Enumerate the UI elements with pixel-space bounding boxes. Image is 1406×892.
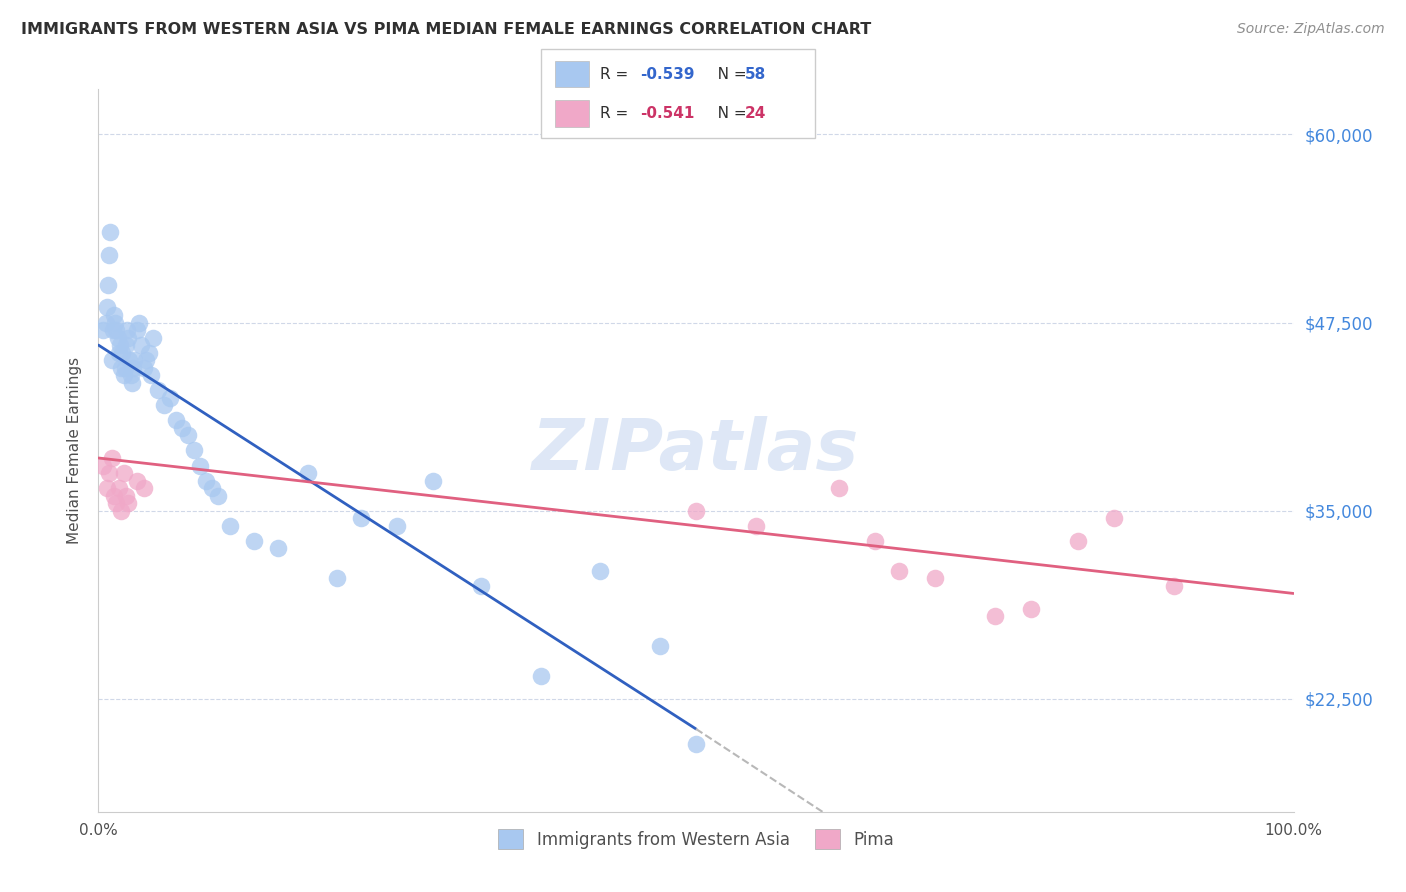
Point	[326, 571, 349, 585]
Point	[350, 511, 373, 525]
Point	[111, 345, 134, 359]
Point	[219, 518, 242, 533]
Point	[115, 323, 138, 337]
Point	[118, 353, 141, 368]
Point	[103, 489, 125, 503]
Point	[125, 474, 148, 488]
Point	[745, 518, 768, 533]
Point	[385, 518, 409, 533]
Point	[131, 338, 153, 352]
Point	[984, 609, 1007, 624]
Text: 24: 24	[745, 106, 766, 120]
Point	[100, 353, 122, 368]
Point	[207, 489, 229, 503]
Point	[132, 481, 155, 495]
Point	[172, 421, 194, 435]
Text: 58: 58	[745, 67, 766, 81]
Point	[108, 338, 131, 352]
Point	[115, 338, 138, 352]
Point	[120, 368, 142, 383]
Point	[94, 316, 117, 330]
Point	[201, 481, 224, 495]
Point	[114, 360, 136, 375]
Point	[128, 316, 150, 330]
Point	[121, 376, 143, 390]
Point	[1104, 511, 1126, 525]
Point	[159, 391, 181, 405]
Point	[165, 413, 187, 427]
Point	[135, 353, 157, 368]
Point	[139, 368, 162, 383]
Point	[648, 639, 672, 653]
Point	[685, 503, 707, 517]
Text: Source: ZipAtlas.com: Source: ZipAtlas.com	[1237, 22, 1385, 37]
Point	[105, 323, 128, 337]
Point	[470, 579, 492, 593]
Point	[267, 541, 290, 556]
Point	[125, 323, 148, 337]
Point	[828, 481, 851, 495]
Point	[117, 496, 139, 510]
Point	[685, 737, 707, 751]
Text: -0.539: -0.539	[640, 67, 695, 81]
Point	[589, 564, 612, 578]
Point	[124, 353, 146, 368]
Point	[97, 277, 120, 292]
Point	[110, 360, 132, 375]
Point	[183, 443, 205, 458]
Point	[132, 360, 155, 375]
Point	[117, 330, 139, 344]
Point	[105, 496, 128, 510]
Point	[1019, 601, 1042, 615]
Point	[91, 323, 114, 337]
Point	[138, 345, 160, 359]
Point	[153, 398, 176, 412]
Text: R =: R =	[600, 106, 634, 120]
Point	[422, 474, 444, 488]
Point	[148, 384, 170, 398]
Point	[530, 669, 553, 683]
Point	[865, 533, 887, 548]
Point	[115, 489, 138, 503]
Text: N =: N =	[703, 106, 751, 120]
Legend: Immigrants from Western Asia, Pima: Immigrants from Western Asia, Pima	[489, 821, 903, 857]
Point	[104, 316, 127, 330]
Text: -0.541: -0.541	[640, 106, 695, 120]
Point	[98, 248, 121, 262]
Point	[1163, 579, 1185, 593]
Point	[107, 330, 129, 344]
Point	[107, 481, 129, 495]
Point	[112, 368, 135, 383]
Point	[142, 330, 165, 344]
Point	[110, 503, 132, 517]
Text: IMMIGRANTS FROM WESTERN ASIA VS PIMA MEDIAN FEMALE EARNINGS CORRELATION CHART: IMMIGRANTS FROM WESTERN ASIA VS PIMA MED…	[21, 22, 872, 37]
Point	[195, 474, 218, 488]
Point	[103, 308, 125, 322]
Point	[98, 466, 121, 480]
Text: ZIPatlas: ZIPatlas	[533, 416, 859, 485]
Point	[924, 571, 946, 585]
Point	[107, 345, 129, 359]
Point	[1067, 533, 1090, 548]
Point	[188, 458, 211, 473]
Point	[122, 360, 145, 375]
Point	[112, 466, 135, 480]
Text: N =: N =	[703, 67, 751, 81]
Point	[98, 225, 122, 239]
Point	[177, 428, 200, 442]
Y-axis label: Median Female Earnings: Median Female Earnings	[67, 357, 83, 544]
Point	[96, 301, 118, 315]
Point	[889, 564, 911, 578]
Point	[297, 466, 319, 480]
Point	[91, 458, 114, 473]
Point	[101, 323, 124, 337]
Point	[96, 481, 118, 495]
Point	[100, 450, 122, 465]
Text: R =: R =	[600, 67, 634, 81]
Point	[243, 533, 266, 548]
